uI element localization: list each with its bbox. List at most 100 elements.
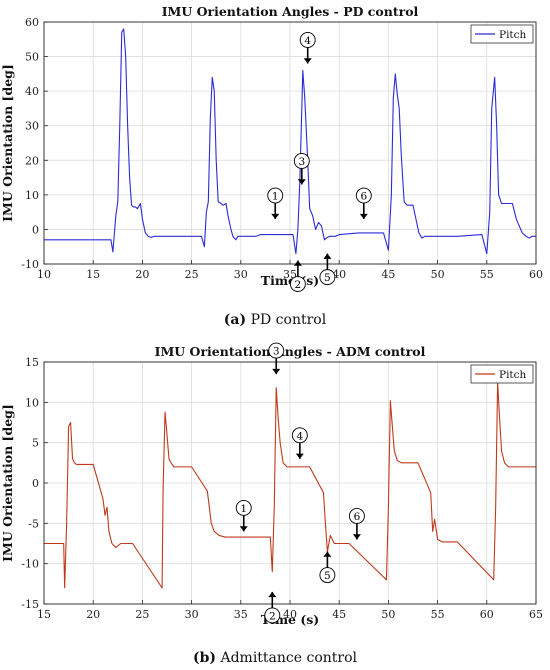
y-axis-label: IMU Orientation [deg]	[0, 64, 15, 222]
annotation-arrowhead	[268, 591, 277, 598]
x-tick-label: 55	[480, 268, 494, 281]
annotation-6: 6	[355, 187, 372, 220]
x-tick-label: 40	[283, 608, 297, 621]
annotation-6: 6	[348, 508, 365, 540]
annotation-2: 2	[264, 591, 281, 624]
legend-label: Pitch	[499, 29, 527, 41]
caption-b-tag: (b)	[192, 650, 217, 666]
y-tick-label: 15	[25, 356, 39, 369]
annotation-arrowhead	[352, 534, 361, 540]
y-tick-label: -10	[21, 558, 39, 571]
annotation-circle	[299, 32, 316, 48]
y-tick-label: -5	[28, 517, 39, 530]
annotation-label: 3	[273, 346, 280, 358]
y-tick-label: 0	[32, 477, 39, 490]
y-tick-label: -10	[21, 258, 39, 271]
caption-b: (b) Admittance control	[0, 650, 550, 666]
annotation-label: 3	[298, 156, 305, 168]
y-tick-label: 10	[25, 189, 39, 202]
annotation-3: 3	[293, 153, 310, 185]
legend-box	[470, 364, 534, 384]
x-tick-label: 50	[431, 268, 445, 281]
chart-title: IMU Orientation Angles - PD control	[162, 4, 419, 19]
annotation-label: 4	[304, 35, 311, 47]
annotation-label: 1	[272, 191, 279, 203]
annotation-circle	[348, 508, 365, 524]
x-tick-label: 55	[431, 608, 445, 621]
annotation-arrowhead	[323, 551, 332, 557]
annotation-1: 1	[235, 499, 252, 532]
caption-a-tag: (a)	[223, 312, 247, 328]
annotation-circle	[267, 187, 284, 204]
annotation-5: 5	[319, 253, 336, 286]
annotation-circle	[289, 276, 306, 292]
annotation-label: 6	[360, 191, 367, 203]
x-tick-label: 35	[234, 608, 248, 621]
y-tick-label: -15	[21, 598, 39, 611]
annotation-label: 5	[324, 570, 331, 582]
legend: Pitch	[470, 364, 534, 384]
annotation-label: 6	[354, 511, 361, 523]
annotation-circle	[355, 187, 372, 204]
annotation-circle	[293, 153, 310, 169]
x-tick-label: 40	[332, 268, 346, 281]
caption-b-text: Admittance control	[220, 650, 358, 666]
x-axis-label: Time (s)	[261, 273, 319, 288]
annotation-arrowhead	[323, 253, 332, 259]
x-tick-label: 20	[86, 608, 100, 621]
annotation-2: 2	[289, 260, 306, 292]
annotation-arrowhead	[272, 368, 281, 375]
x-tick-label: 10	[37, 268, 51, 281]
x-tick-label: 60	[480, 608, 494, 621]
y-tick-label: 30	[25, 120, 39, 133]
annotation-arrowhead	[295, 453, 304, 459]
legend-box	[470, 24, 534, 44]
y-tick-label: 50	[25, 51, 39, 64]
y-tick-label: 0	[32, 223, 39, 236]
chart-title: IMU Orientation Angles - ADM control	[155, 344, 426, 359]
annotation-circle	[291, 427, 308, 444]
y-tick-label: 60	[25, 16, 39, 29]
x-tick-label: 30	[234, 268, 248, 281]
y-tick-label: 5	[32, 437, 39, 450]
annotation-5: 5	[319, 551, 336, 584]
annotation-arrowhead	[303, 58, 312, 64]
annotation-label: 2	[295, 279, 302, 291]
y-axis-label: IMU Orientation [deg]	[0, 404, 15, 562]
annotation-label: 2	[269, 610, 276, 622]
annotation-circle	[268, 342, 285, 359]
x-tick-label: 30	[185, 608, 199, 621]
legend-label: Pitch	[499, 369, 527, 381]
x-tick-label: 45	[381, 268, 395, 281]
annotation-circle	[264, 607, 281, 624]
annotation-arrowhead	[271, 213, 280, 220]
annotation-circle	[319, 567, 336, 584]
caption-a-text: PD control	[250, 312, 327, 328]
annotation-4: 4	[291, 427, 308, 459]
annotation-arrowhead	[239, 526, 248, 532]
annotation-4: 4	[299, 32, 316, 64]
y-tick-label: 10	[25, 396, 39, 409]
x-tick-label: 20	[135, 268, 149, 281]
x-tick-label: 65	[529, 608, 543, 621]
annotation-3: 3	[268, 342, 285, 375]
annotation-arrowhead	[359, 213, 368, 220]
annotation-label: 4	[296, 430, 303, 442]
chart-2: 15 20 25 30 35 40 45 50 55 60 65-15-10-5051015IMU …	[0, 342, 543, 627]
annotation-circle	[235, 499, 252, 516]
x-tick-label: 50	[381, 608, 395, 621]
annotation-circle	[319, 269, 336, 286]
x-tick-label: 15	[86, 268, 100, 281]
annotation-arrowhead	[297, 179, 306, 185]
x-tick-label: 25	[185, 268, 199, 281]
y-tick-label: 20	[25, 154, 39, 167]
x-tick-label: 60	[529, 268, 543, 281]
x-tick-label: 45	[332, 608, 346, 621]
annotation-arrowhead	[293, 260, 302, 266]
chart-1: 10 15 20 25 30 35 40 45 50 55 60-100102030405060IM…	[0, 4, 543, 292]
annotation-label: 1	[240, 503, 247, 515]
caption-a: (a) PD control	[0, 312, 550, 328]
y-tick-label: 40	[25, 85, 39, 98]
x-tick-label: 25	[135, 608, 149, 621]
